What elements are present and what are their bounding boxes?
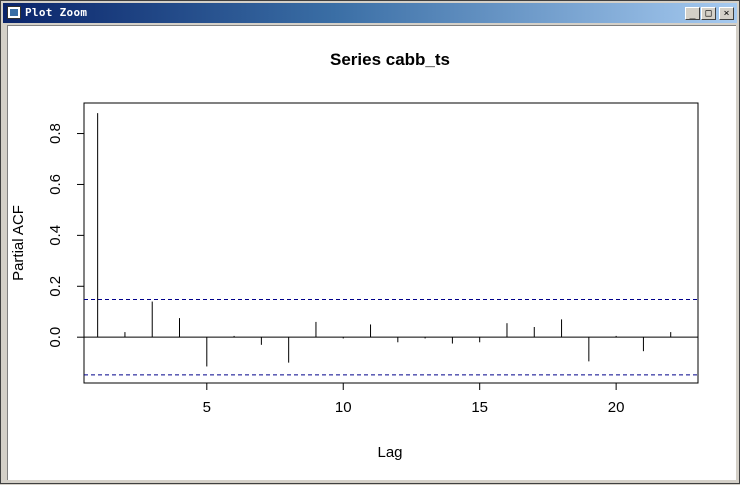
x-tick-label: 10 xyxy=(335,399,352,416)
y-axis-label: Partial ACF xyxy=(10,205,27,281)
close-button[interactable]: × xyxy=(719,7,734,20)
maximize-button[interactable]: □ xyxy=(701,7,716,20)
plot-area: Series cabb_ts Lag Partial ACF 5 10 15 20 0.… xyxy=(7,25,736,480)
x-tick-label: 5 xyxy=(203,399,211,416)
chart-title: Series cabb_ts xyxy=(330,50,450,69)
pacf-chart: Series cabb_ts Lag Partial ACF 5 10 15 20 0.… xyxy=(10,50,699,461)
title-bar[interactable]: Plot Zoom _ □ × xyxy=(3,3,737,23)
x-tick-label: 15 xyxy=(471,399,488,416)
plot-frame xyxy=(83,102,699,384)
x-tick-label: 20 xyxy=(608,399,625,416)
y-tick-label: 0.0 xyxy=(47,327,64,348)
y-tick-label: 0.8 xyxy=(47,123,64,144)
minimize-button[interactable]: _ xyxy=(685,7,700,20)
app-icon xyxy=(7,6,21,19)
y-tick-label: 0.2 xyxy=(47,276,64,297)
y-tick-label: 0.4 xyxy=(47,225,64,246)
y-tick-label: 0.6 xyxy=(47,174,64,195)
x-axis-label: Lag xyxy=(377,444,402,461)
window-title: Plot Zoom xyxy=(25,6,88,19)
